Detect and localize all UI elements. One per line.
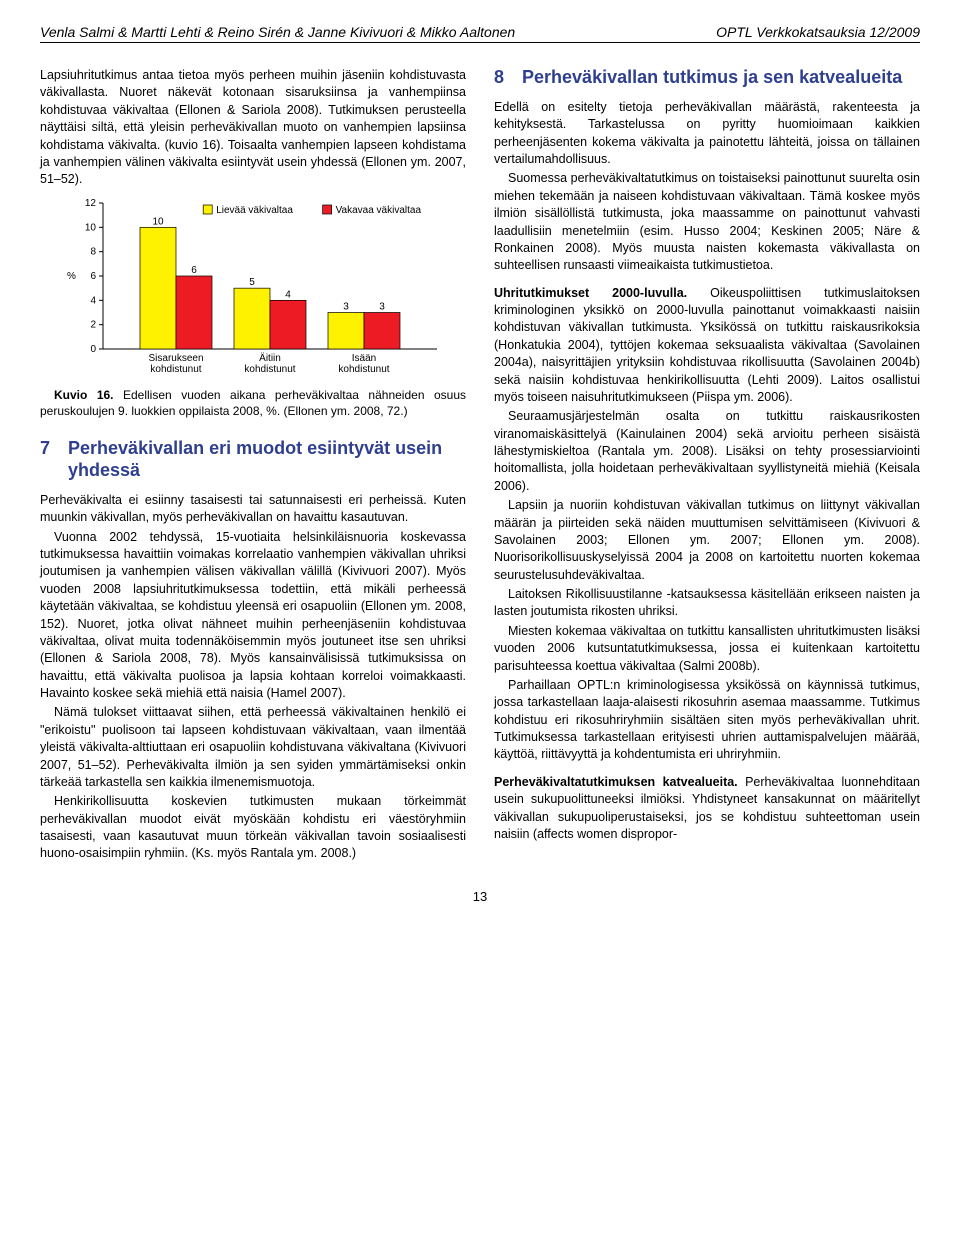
s8-sub1-p5: Miesten kokemaa väkivaltaa on tutkittu k… xyxy=(494,623,920,675)
svg-text:4: 4 xyxy=(285,289,291,300)
svg-text:Lievää väkivaltaa: Lievää väkivaltaa xyxy=(216,205,293,216)
svg-text:8: 8 xyxy=(90,246,96,257)
bar-chart-svg: 024681012%106Sisarukseenkohdistunut54Äit… xyxy=(63,195,443,385)
right-column: 8 Perheväkivallan tutkimus ja sen katvea… xyxy=(494,67,920,865)
svg-text:6: 6 xyxy=(90,271,96,282)
s8-p1: Edellä on esitelty tietoja perheväkivall… xyxy=(494,99,920,169)
svg-text:5: 5 xyxy=(249,277,255,288)
s7-p4: Henkirikollisuutta koskevien tutkimusten… xyxy=(40,793,466,863)
section-8-number: 8 xyxy=(494,67,504,89)
svg-text:Vakavaa väkivaltaa: Vakavaa väkivaltaa xyxy=(336,205,422,216)
svg-text:0: 0 xyxy=(90,344,96,355)
s8-p2: Suomessa perheväkivaltatutkimus on toist… xyxy=(494,170,920,274)
header-left: Venla Salmi & Martti Lehti & Reino Sirén… xyxy=(40,24,515,40)
section-8-title: Perheväkivallan tutkimus ja sen katvealu… xyxy=(522,67,920,89)
svg-text:kohdistunut: kohdistunut xyxy=(244,364,295,375)
page-number: 13 xyxy=(40,889,920,904)
running-header: Venla Salmi & Martti Lehti & Reino Sirén… xyxy=(40,24,920,43)
svg-text:2: 2 xyxy=(90,319,96,330)
header-right: OPTL Verkkokatsauksia 12/2009 xyxy=(716,24,920,40)
svg-text:4: 4 xyxy=(90,295,96,306)
left-column: Lapsiuhritutkimus antaa tietoa myös perh… xyxy=(40,67,466,865)
section-7-title: Perheväkivallan eri muodot esiintyvät us… xyxy=(68,438,466,482)
svg-text:Äitiin: Äitiin xyxy=(259,352,281,364)
section-8-heading: 8 Perheväkivallan tutkimus ja sen katvea… xyxy=(494,67,920,89)
svg-text:%: % xyxy=(67,271,76,282)
svg-text:12: 12 xyxy=(85,198,97,209)
s8-sub1-p6: Parhaillaan OPTL:n kriminologisessa yksi… xyxy=(494,677,920,764)
s8-sub1: Uhritutkimukset 2000-luvulla. Oikeuspoli… xyxy=(494,285,920,407)
kuvio-label: Kuvio 16. xyxy=(54,388,114,402)
s8-sub1-p3: Lapsiin ja nuoriin kohdistuvan väkivalla… xyxy=(494,497,920,584)
svg-text:6: 6 xyxy=(191,265,197,276)
intro-paragraph: Lapsiuhritutkimus antaa tietoa myös perh… xyxy=(40,67,466,189)
svg-text:10: 10 xyxy=(85,222,97,233)
s8-sub1-p4: Laitoksen Rikollisuustilanne -katsaukses… xyxy=(494,586,920,621)
svg-text:Sisarukseen: Sisarukseen xyxy=(148,353,203,364)
s7-p2: Vuonna 2002 tehdyssä, 15-vuotiaita helsi… xyxy=(40,529,466,703)
svg-text:3: 3 xyxy=(343,301,349,312)
section-7-heading: 7 Perheväkivallan eri muodot esiintyvät … xyxy=(40,438,466,482)
svg-text:kohdistunut: kohdistunut xyxy=(150,364,201,375)
svg-text:kohdistunut: kohdistunut xyxy=(338,364,389,375)
s8-sub1-p2: Seuraamusjärjestelmän osalta on tutkittu… xyxy=(494,408,920,495)
s8-sub1-bold: Uhritutkimukset 2000-luvulla. xyxy=(494,286,687,300)
s8-sub2-bold: Perheväkivaltatutkimuksen katvealueita. xyxy=(494,775,738,789)
svg-text:10: 10 xyxy=(152,216,164,227)
s7-p1: Perheväkivalta ei esiinny tasaisesti tai… xyxy=(40,492,466,527)
s7-p3: Nämä tulokset viittaavat siihen, että pe… xyxy=(40,704,466,791)
svg-text:3: 3 xyxy=(379,301,385,312)
section-7-number: 7 xyxy=(40,438,50,482)
svg-text:Isään: Isään xyxy=(352,353,376,364)
kuvio-16-caption: Kuvio 16. Edellisen vuoden aikana perhev… xyxy=(40,387,466,420)
s8-sub1-text: Oikeuspoliittisen tutkimuslaitoksen krim… xyxy=(494,286,920,404)
page: Venla Salmi & Martti Lehti & Reino Sirén… xyxy=(0,0,960,944)
two-column-layout: Lapsiuhritutkimus antaa tietoa myös perh… xyxy=(40,67,920,865)
s8-sub2: Perheväkivaltatutkimuksen katvealueita. … xyxy=(494,774,920,844)
kuvio-16-chart: 024681012%106Sisarukseenkohdistunut54Äit… xyxy=(40,195,466,385)
